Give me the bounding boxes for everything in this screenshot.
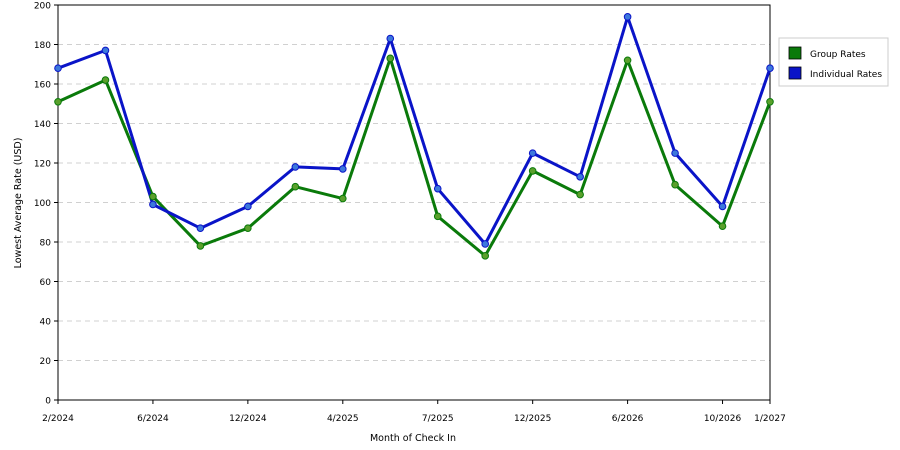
x-tick-label: 7/2025	[422, 414, 454, 424]
data-point-individual-rates	[481, 240, 490, 248]
data-point-group-rates	[291, 182, 300, 191]
data-point-group-rates	[339, 194, 347, 203]
y-tick-label: 0	[45, 397, 51, 407]
data-point-group-rates	[623, 56, 632, 65]
x-tick-label: 12/2024	[229, 414, 267, 424]
y-tick-label: 180	[34, 41, 51, 51]
x-tick-label: 1/2027	[754, 414, 786, 424]
legend: Group Rates Individual Rates	[778, 37, 889, 87]
y-tick-label: 40	[40, 318, 52, 328]
data-point-individual-rates	[766, 64, 774, 72]
data-point-group-rates	[576, 190, 584, 199]
y-tick-label: 100	[34, 199, 51, 209]
data-point-individual-rates	[528, 149, 537, 157]
y-tick-label: 80	[40, 239, 52, 249]
data-point-individual-rates	[291, 163, 300, 171]
series-lines	[56, 15, 772, 258]
y-tick-label: 120	[34, 160, 51, 170]
series-line-individual-rates	[56, 15, 772, 246]
x-tick-label: 4/2025	[327, 414, 359, 424]
y-axis-title: Lowest Average Rate (USD)	[13, 138, 24, 269]
data-point-group-rates	[149, 192, 157, 201]
y-tick-label: 20	[40, 357, 52, 367]
grid-lines	[58, 4, 770, 361]
series-line-group-rates	[56, 56, 772, 258]
legend-label-individual-rates: Individual Rates	[810, 70, 882, 80]
data-point-individual-rates	[54, 64, 62, 72]
legend-swatch-individual-rates	[788, 66, 802, 80]
data-point-group-rates	[671, 180, 679, 189]
x-axis-ticks: 2/2024 6/2024 12/2024 4/2025 7/2025 12/2025 6/…	[42, 400, 786, 424]
data-point-group-rates	[481, 252, 490, 260]
x-tick-label: 12/2025	[514, 414, 551, 424]
data-point-group-rates	[718, 222, 727, 230]
data-point-group-rates	[244, 224, 252, 232]
data-point-individual-rates	[386, 34, 395, 43]
data-point-individual-rates	[623, 13, 632, 21]
data-point-group-rates	[54, 97, 62, 106]
data-point-individual-rates	[244, 202, 252, 211]
y-tick-label: 60	[40, 278, 52, 288]
data-point-group-rates	[766, 97, 774, 106]
legend-swatch-group-rates	[788, 46, 802, 60]
data-point-group-rates	[386, 54, 395, 63]
data-point-group-rates	[101, 76, 110, 84]
x-axis-title: Month of Check In	[370, 433, 456, 444]
data-point-individual-rates	[149, 200, 157, 209]
y-axis-ticks: 0 20 40 60 80 100 120 140 160 180 200	[34, 2, 58, 407]
legend-label-group-rates: Group Rates	[810, 50, 866, 60]
data-points	[54, 13, 774, 260]
data-point-individual-rates	[196, 224, 205, 232]
data-point-individual-rates	[433, 184, 442, 193]
x-tick-label: 6/2026	[612, 414, 644, 424]
data-point-group-rates	[433, 212, 442, 221]
x-tick-label: 2/2024	[42, 414, 74, 424]
data-point-individual-rates	[671, 149, 679, 157]
data-point-individual-rates	[718, 202, 727, 211]
x-tick-label: 10/2026	[704, 414, 742, 424]
data-point-individual-rates	[339, 165, 347, 173]
data-point-individual-rates	[101, 46, 110, 55]
data-point-group-rates	[196, 242, 205, 250]
data-point-individual-rates	[576, 173, 584, 181]
x-tick-label: 6/2024	[137, 414, 169, 424]
y-tick-label: 200	[34, 2, 51, 12]
y-tick-label: 160	[34, 81, 51, 91]
data-point-group-rates	[528, 167, 537, 175]
y-tick-label: 140	[34, 120, 51, 130]
